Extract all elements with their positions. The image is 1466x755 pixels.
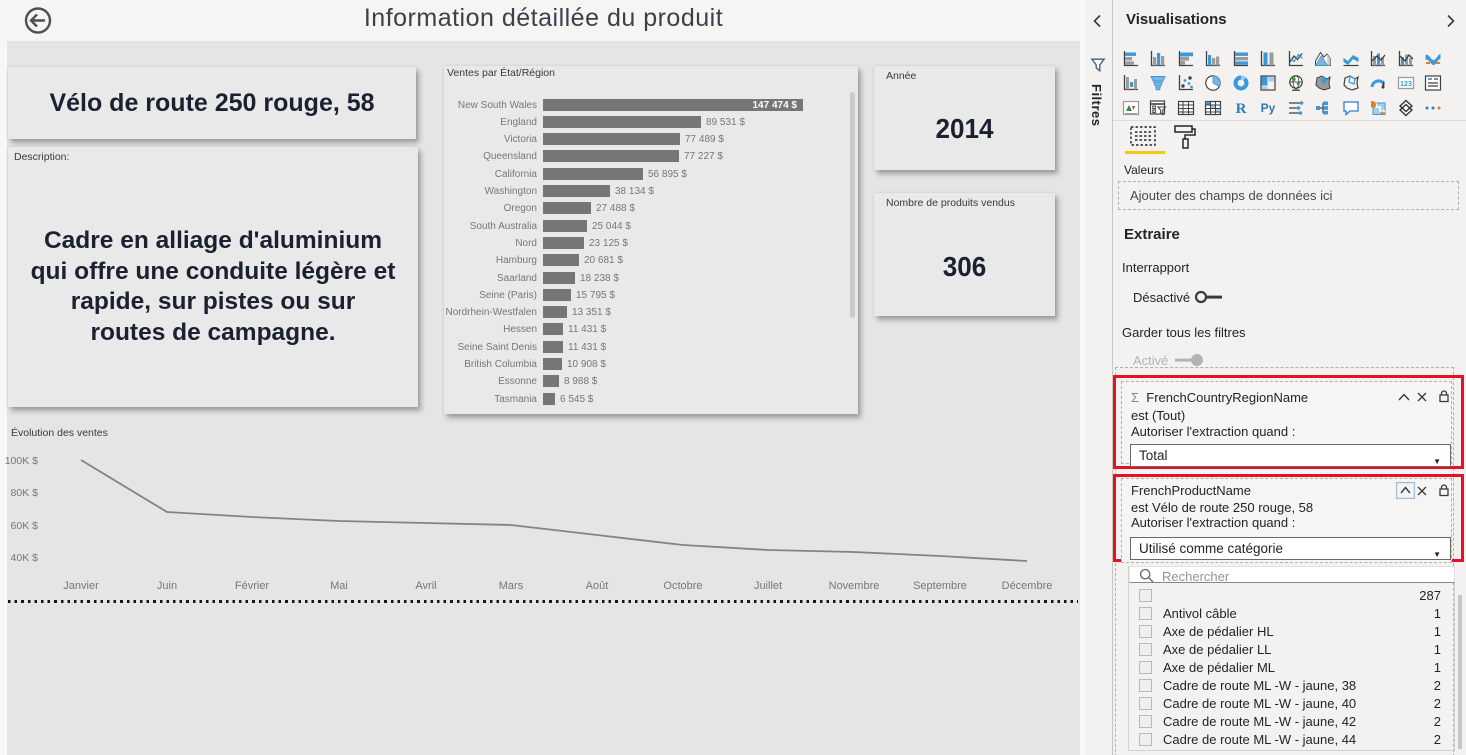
- svg-text:R: R: [1235, 101, 1246, 117]
- svg-text:Py: Py: [1261, 101, 1276, 115]
- svg-text:123: 123: [1400, 81, 1412, 88]
